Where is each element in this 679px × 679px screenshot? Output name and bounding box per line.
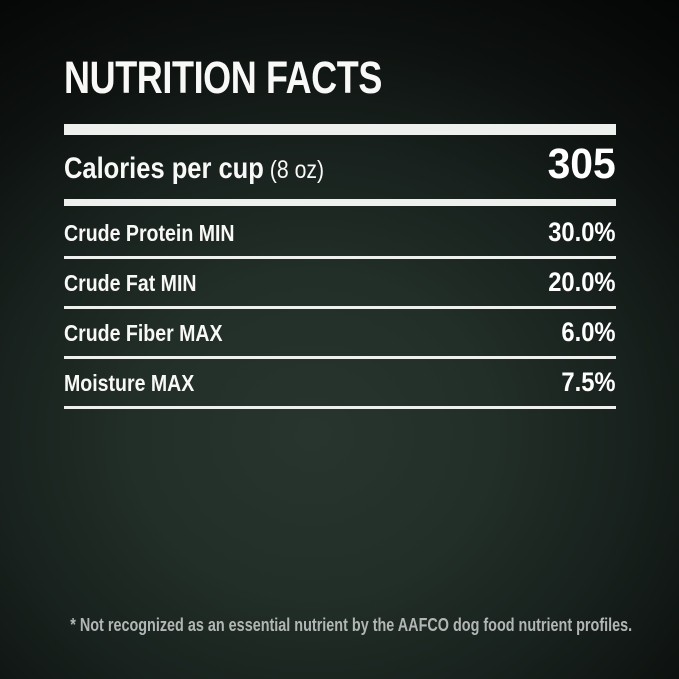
page-title-text: NUTRITION FACTS: [64, 52, 382, 103]
nutrient-label: Crude Fat MIN: [64, 270, 197, 296]
calories-unit: (8 oz): [269, 156, 325, 184]
calories-value: 305: [547, 140, 616, 188]
calories-label-group: Calories per cup (8 oz): [64, 154, 324, 185]
nutrient-value: 30.0%: [548, 217, 616, 247]
table-row-moisture: Moisture MAX 7.5%: [64, 359, 616, 409]
nutrient-label: Moisture MAX: [64, 370, 195, 396]
table-row-crude-protein: Crude Protein MIN 30.0%: [64, 209, 616, 259]
table-row-crude-fat: Crude Fat MIN 20.0%: [64, 259, 616, 309]
calories-label: Calories per cup: [64, 152, 264, 185]
nutrient-value: 20.0%: [548, 267, 616, 297]
divider-thick: [64, 124, 616, 135]
footnote-text: * Not recognized as an essential nutrien…: [70, 615, 633, 635]
nutrient-value: 6.0%: [561, 317, 616, 347]
table-row-crude-fiber: Crude Fiber MAX 6.0%: [64, 309, 616, 359]
divider-medium: [64, 199, 616, 206]
nutrient-value: 7.5%: [561, 367, 616, 397]
nutrient-label: Crude Fiber MAX: [64, 320, 223, 346]
nutrient-label: Crude Protein MIN: [64, 220, 235, 246]
page-title: NUTRITION FACTS: [64, 55, 461, 100]
nutrient-table: Crude Protein MIN 30.0% Crude Fat MIN 20…: [64, 209, 616, 409]
footnote: * Not recognized as an essential nutrien…: [0, 614, 679, 636]
calories-row: Calories per cup (8 oz) 305: [64, 143, 616, 186]
